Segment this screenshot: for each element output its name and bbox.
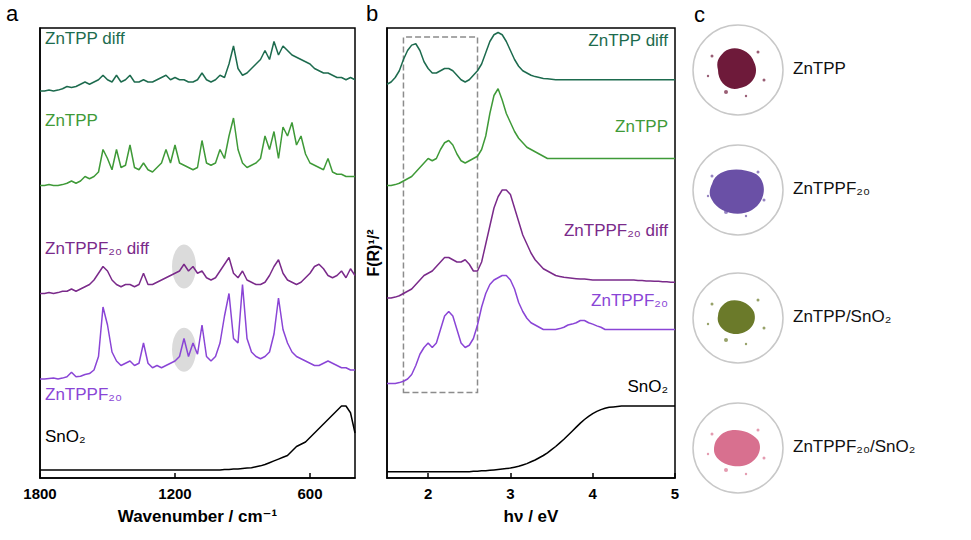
- svg-text:2: 2: [424, 485, 432, 502]
- svg-text:Wavenumber / cm⁻¹: Wavenumber / cm⁻¹: [118, 507, 278, 526]
- svg-text:1800: 1800: [23, 485, 56, 502]
- svg-text:ZnTPP diff: ZnTPP diff: [588, 31, 668, 50]
- html-text:ZnTPP: ZnTPP: [793, 59, 846, 78]
- svg-text:a: a: [6, 1, 19, 26]
- svg-text:hν / eV: hν / eV: [504, 507, 559, 526]
- svg-text:ZnTPPF₂₀ diff: ZnTPPF₂₀ diff: [564, 221, 668, 240]
- html-text:c: c: [694, 2, 705, 27]
- svg-text:ZnTPPF₂₀: ZnTPPF₂₀: [591, 291, 668, 310]
- svg-text:ZnTPPF₂₀ diff: ZnTPPF₂₀ diff: [45, 239, 149, 258]
- svg-text:ZnTPP: ZnTPP: [45, 111, 98, 130]
- svg-text:SnO₂: SnO₂: [45, 427, 86, 446]
- svg-text:ZnTPP: ZnTPP: [615, 117, 668, 136]
- svg-text:b: b: [366, 1, 378, 26]
- svg-text:1200: 1200: [158, 485, 191, 502]
- html-text:ZnTPPF₂₀: ZnTPPF₂₀: [793, 179, 870, 198]
- svg-text:4: 4: [589, 485, 598, 502]
- svg-text:3: 3: [506, 485, 514, 502]
- svg-text:ZnTPPF₂₀: ZnTPPF₂₀: [45, 385, 122, 404]
- html-text:ZnTPPF₂₀/SnO₂: ZnTPPF₂₀/SnO₂: [793, 437, 916, 456]
- html-text:ZnTPP/SnO₂: ZnTPP/SnO₂: [793, 307, 892, 326]
- svg-text:600: 600: [297, 485, 322, 502]
- svg-text:ZnTPP diff: ZnTPP diff: [45, 29, 125, 48]
- svg-text:F(R)¹/²: F(R)¹/²: [365, 229, 382, 276]
- svg-text:SnO₂: SnO₂: [627, 377, 668, 396]
- svg-text:5: 5: [671, 485, 679, 502]
